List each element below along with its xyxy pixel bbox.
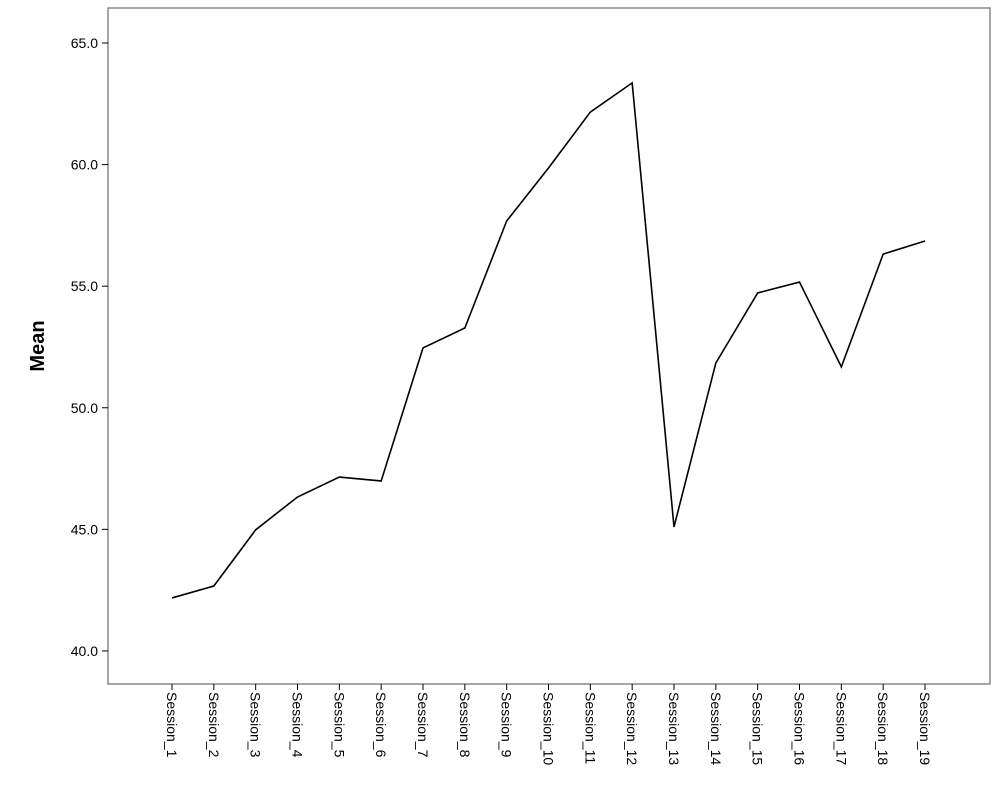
x-tick-label: Session_2: [206, 692, 222, 758]
x-tick-label: Session_13: [666, 692, 682, 765]
y-tick-label: 50.0: [71, 400, 98, 416]
y-tick-label: 55.0: [71, 278, 98, 294]
x-tick-label: Session_9: [499, 692, 515, 758]
x-tick-label: Session_11: [582, 692, 598, 764]
x-tick-label: Session_4: [290, 692, 306, 758]
x-tick-label: Session_18: [875, 692, 891, 765]
y-tick-label: 65.0: [71, 35, 98, 51]
x-tick-label: Session_7: [415, 692, 431, 758]
y-tick-label: 60.0: [71, 157, 98, 173]
x-tick-label: Session_5: [331, 692, 347, 758]
line: [171, 81, 926, 599]
x-tick-label: Session_16: [792, 692, 808, 765]
x-tick-label: Session_14: [708, 692, 724, 765]
y-tick-label: 45.0: [71, 521, 98, 537]
x-tick-label: Session_19: [917, 692, 933, 765]
x-tick-label: Session_1: [164, 692, 180, 758]
y-axis-label: Mean: [27, 320, 49, 371]
plot-frame: [107, 7, 991, 685]
x-tick-label: Session_12: [624, 692, 640, 765]
x-tick-label: Session_8: [457, 692, 473, 758]
x-tick-label: Session_10: [541, 692, 557, 765]
x-tick-label: Session_6: [373, 692, 389, 758]
x-tick-label: Session_15: [750, 692, 766, 765]
x-tick-label: Session_17: [833, 692, 849, 765]
x-tick-label: Session_3: [248, 692, 264, 758]
y-tick-label: 40.0: [71, 643, 98, 659]
